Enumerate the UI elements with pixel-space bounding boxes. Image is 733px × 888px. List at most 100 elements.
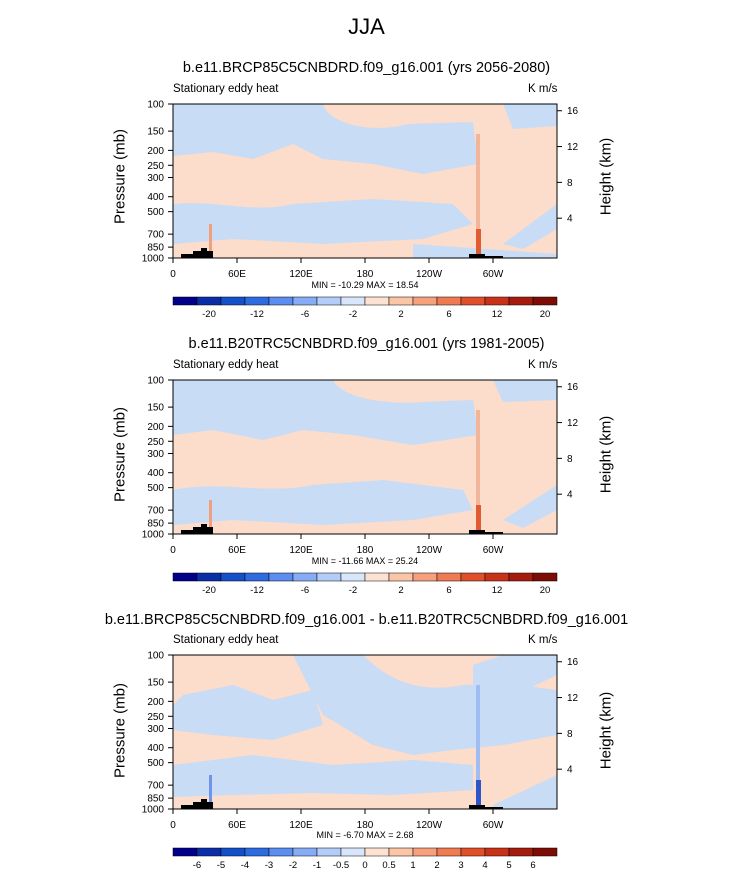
colorbar-swatch	[196, 572, 222, 582]
field-region	[493, 775, 557, 809]
colorbar-swatch	[172, 572, 198, 582]
x-axis: 0 60E 120E 180 120W 60W	[170, 534, 504, 556]
colorbar-swatch	[172, 296, 198, 306]
plot-area	[172, 654, 558, 810]
colorbar-swatch	[412, 572, 438, 582]
units-label: K m/s	[528, 359, 558, 371]
colorbar-label: 6	[530, 860, 535, 871]
y-tick-label: 100	[147, 100, 164, 111]
field-region	[503, 204, 557, 249]
colorbar-swatch	[220, 296, 246, 306]
page-title: JJA	[348, 14, 385, 39]
panel-title: b.e11.B20TRC5CNBDRD.f09_g16.001 (yrs 198…	[188, 336, 545, 352]
colorbar-label: 1	[410, 860, 415, 871]
y-tick-label: 1000	[142, 530, 165, 541]
field-streak	[209, 500, 212, 530]
x-tick-label: 180	[357, 545, 374, 556]
colorbar-swatch	[460, 572, 486, 582]
colorbar-swatch	[508, 847, 534, 857]
colorbar-swatch	[460, 847, 486, 857]
colorbar-swatch	[244, 847, 270, 857]
colorbar-swatch	[412, 847, 438, 857]
field-region	[173, 755, 473, 797]
x-tick-label: 60W	[483, 545, 504, 556]
y-right-tick-label: 8	[567, 178, 573, 189]
field-streak	[209, 224, 212, 254]
colorbar-swatch	[340, 296, 366, 306]
x-axis: 0 60E 120E 180 120W 60W	[170, 258, 504, 280]
field-streak	[476, 410, 480, 520]
colorbar-swatch	[532, 847, 558, 857]
y-right-tick-label: 12	[567, 418, 579, 429]
colorbar-label: 5	[506, 860, 511, 871]
colorbar-swatch	[364, 847, 390, 857]
x-tick-label: 180	[357, 820, 374, 831]
topography	[469, 254, 503, 258]
y-axis-right: 16 12 8 4	[557, 106, 579, 225]
field-streak	[209, 775, 212, 805]
colorbar-swatch	[484, 847, 510, 857]
field-streak	[476, 685, 480, 795]
colorbar-label: -0.5	[333, 860, 349, 871]
panel-title: b.e11.BRCP85C5CNBDRD.f09_g16.001 - b.e11…	[104, 612, 629, 628]
colorbar-label: -12	[250, 309, 264, 320]
colorbar-swatch	[244, 572, 270, 582]
y-tick-label: 700	[147, 506, 164, 517]
colorbar-swatch	[292, 296, 318, 306]
colorbar-label: -3	[265, 860, 273, 871]
field-region	[173, 104, 478, 174]
x-tick-label: 0	[170, 545, 176, 556]
x-tick-label: 60E	[228, 820, 246, 831]
colorbar-label: -12	[250, 585, 264, 596]
units-label: K m/s	[528, 83, 558, 95]
colorbar-swatch	[388, 847, 414, 857]
y-tick-label: 850	[147, 519, 164, 530]
colorbar-swatch	[340, 847, 366, 857]
x-tick-label: 60E	[228, 545, 246, 556]
x-tick-label: 120E	[289, 545, 313, 556]
colorbar-label: -2	[349, 585, 357, 596]
y-axis-right-title: Height (km)	[597, 415, 615, 494]
colorbar-label: 12	[492, 585, 503, 596]
colorbar-swatch	[436, 847, 462, 857]
colorbar-swatch	[484, 572, 510, 582]
y-tick-label: 250	[147, 712, 164, 723]
plot-area	[172, 103, 558, 259]
colorbar-label: -1	[313, 860, 321, 871]
x-tick-label: 120W	[416, 820, 443, 831]
colorbar-swatch	[220, 847, 246, 857]
y-tick-label: 1000	[142, 254, 165, 265]
colorbar-label: 6	[446, 309, 451, 320]
colorbar-swatch	[388, 296, 414, 306]
colorbar-swatch	[436, 572, 462, 582]
y-tick-label: 400	[147, 743, 164, 754]
field-streak	[476, 134, 480, 244]
x-tick-label: 120E	[289, 269, 313, 280]
field-region	[173, 380, 478, 445]
y-tick-label: 150	[147, 403, 164, 414]
field-region	[293, 655, 557, 755]
colorbar-swatch	[484, 296, 510, 306]
min-max-stats: MIN = -10.29 MAX = 18.54	[311, 280, 419, 290]
panel-title: b.e11.BRCP85C5CNBDRD.f09_g16.001 (yrs 20…	[182, 60, 551, 76]
colorbar-label: 4	[482, 860, 487, 871]
colorbar-swatch	[532, 296, 558, 306]
field-peak	[476, 505, 481, 530]
y-right-tick-label: 16	[567, 382, 579, 393]
colorbar-swatch	[244, 296, 270, 306]
y-tick-label: 300	[147, 449, 164, 460]
y-tick-label: 150	[147, 127, 164, 138]
colorbar-label: -4	[241, 860, 249, 871]
field-label: Stationary eddy heat	[173, 634, 279, 646]
colorbar-swatch	[508, 572, 534, 582]
y-tick-label: 850	[147, 243, 164, 254]
colorbar-label: -20	[202, 309, 216, 320]
colorbar-swatch	[268, 572, 294, 582]
y-tick-label: 500	[147, 207, 164, 218]
colorbar-label: -6	[301, 585, 309, 596]
y-right-tick-label: 12	[567, 693, 579, 704]
colorbar-label: 0.5	[382, 860, 395, 871]
topography	[469, 805, 503, 809]
